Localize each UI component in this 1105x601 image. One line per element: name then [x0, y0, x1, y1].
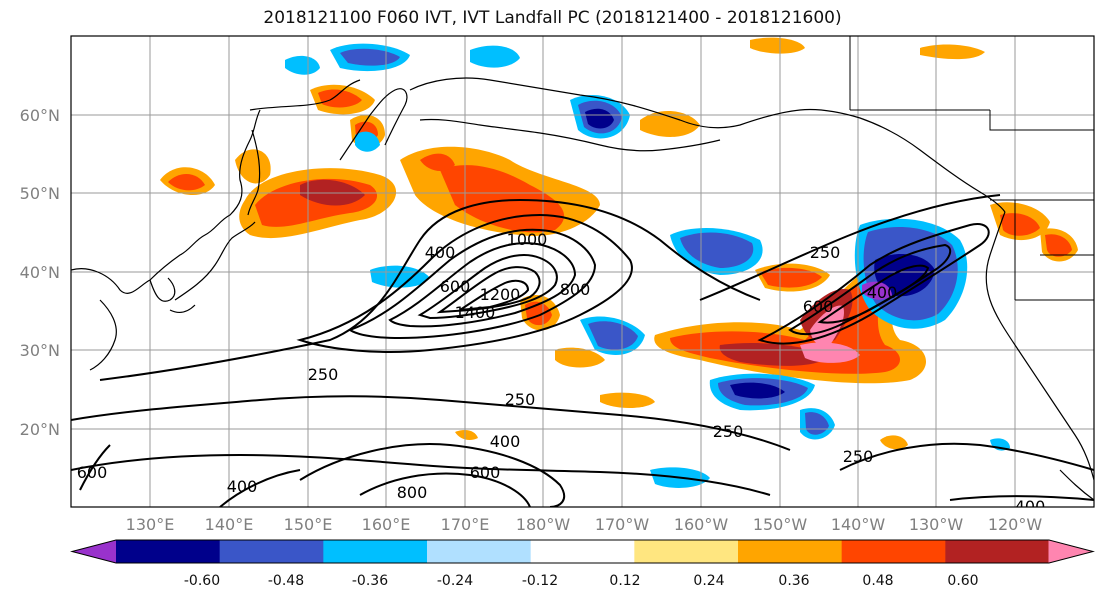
lat-label: 40°N — [20, 263, 60, 282]
lat-label: 50°N — [20, 184, 60, 203]
colorbar-tick-label: 0.12 — [609, 573, 640, 589]
svg-text:1000: 1000 — [507, 230, 548, 249]
svg-text:600: 600 — [440, 277, 471, 296]
colorbar-tick-label: 0.36 — [778, 573, 809, 589]
contour-labels: 250 400 600 800 1000 1200 1400 250 250 4… — [77, 230, 1046, 516]
longitude-labels: 130°E 140°E 150°E 160°E 170°E 180°W 170°… — [126, 515, 1043, 534]
lon-label: 140°E — [205, 515, 254, 534]
colorbar-tick-labels: -0.60 -0.48 -0.36 -0.24 -0.12 0.12 0.24 … — [184, 573, 979, 589]
borders — [849, 36, 1094, 301]
lon-label: 140°W — [831, 515, 886, 534]
colorbar-segment — [841, 540, 946, 563]
svg-text:250: 250 — [713, 422, 744, 441]
colorbar-tick-label: 0.24 — [693, 573, 724, 589]
colorbar-tick-label: -0.60 — [184, 573, 220, 589]
svg-text:800: 800 — [397, 483, 428, 502]
coastlines — [71, 77, 1094, 501]
map-title: 2018121100 F060 IVT, IVT Landfall PC (20… — [263, 8, 842, 28]
lon-label: 150°E — [284, 515, 333, 534]
colorbar-tick-label: -0.36 — [352, 573, 388, 589]
colorbar-tick-label: -0.12 — [522, 573, 558, 589]
colorbar-tick-label: -0.48 — [268, 573, 304, 589]
svg-text:400: 400 — [490, 432, 521, 451]
lon-label: 160°W — [674, 515, 729, 534]
colorbar-segment — [738, 540, 843, 563]
svg-text:600: 600 — [803, 297, 834, 316]
map-frame — [70, 35, 1095, 508]
colorbar-segment — [530, 540, 635, 563]
lon-label: 180°W — [516, 515, 571, 534]
colorbar-tick-label: 0.60 — [947, 573, 978, 589]
colorbar — [70, 539, 1095, 564]
lat-label: 20°N — [20, 420, 60, 439]
lon-label: 130°W — [909, 515, 964, 534]
latitude-labels: 60°N 50°N 40°N 30°N 20°N — [20, 106, 60, 439]
svg-text:800: 800 — [560, 280, 591, 299]
lon-label: 120°W — [988, 515, 1043, 534]
svg-text:400: 400 — [227, 477, 258, 496]
svg-text:400: 400 — [1015, 497, 1046, 516]
colorbar-segment — [634, 540, 739, 563]
svg-text:250: 250 — [505, 390, 536, 409]
lon-label: 150°W — [753, 515, 808, 534]
colorbar-segment — [427, 540, 532, 563]
lon-label: 160°E — [362, 515, 411, 534]
colorbar-tick-label: 0.48 — [862, 573, 893, 589]
colorbar-segment — [116, 540, 221, 563]
colorbar-extend-high — [1048, 540, 1093, 563]
svg-text:400: 400 — [425, 243, 456, 262]
colorbar-segment — [323, 540, 428, 563]
svg-text:250: 250 — [308, 365, 339, 384]
colorbar-segment — [219, 540, 324, 563]
svg-text:600: 600 — [77, 463, 108, 482]
lon-label: 170°E — [441, 515, 490, 534]
svg-text:1400: 1400 — [455, 303, 496, 322]
lon-label: 170°W — [595, 515, 650, 534]
colorbar-extend-low — [72, 540, 117, 563]
svg-text:600: 600 — [470, 463, 501, 482]
svg-text:250: 250 — [810, 243, 841, 262]
lat-label: 60°N — [20, 106, 60, 125]
svg-text:1200: 1200 — [480, 285, 521, 304]
colorbar-tick-label: -0.24 — [437, 573, 473, 589]
colorbar-outline — [70, 539, 1095, 564]
colorbar-segment — [945, 540, 1050, 563]
ivt-contours — [71, 194, 1094, 507]
lon-label: 130°E — [126, 515, 175, 534]
lat-label: 30°N — [20, 341, 60, 360]
svg-text:250: 250 — [843, 447, 874, 466]
svg-text:400: 400 — [867, 283, 898, 302]
